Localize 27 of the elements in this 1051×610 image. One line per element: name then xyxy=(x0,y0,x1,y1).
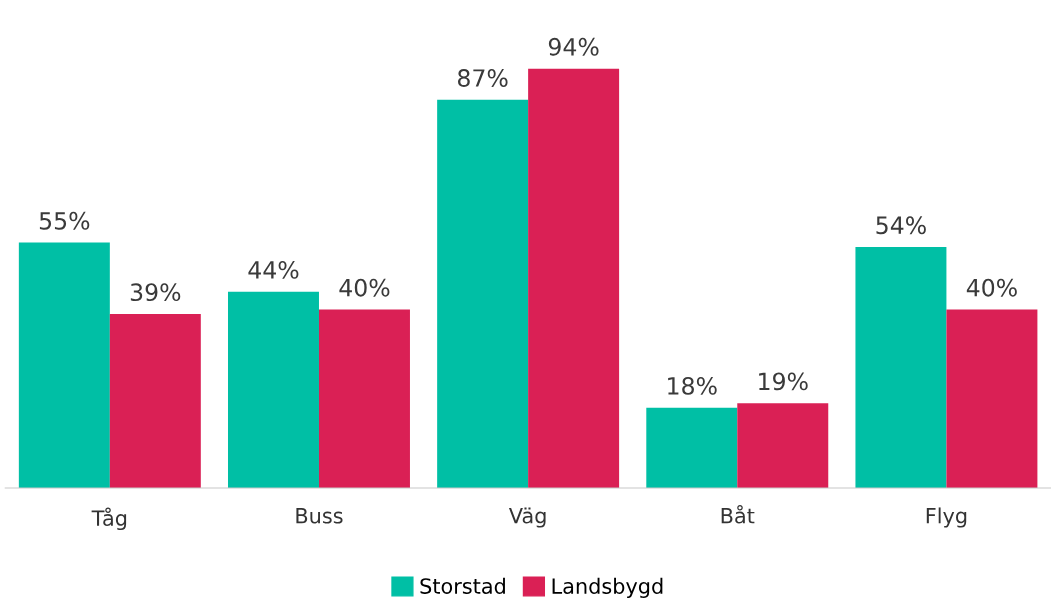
x-tick-label: Buss xyxy=(296,508,343,524)
x-tick-label: Väg xyxy=(508,507,546,528)
data-label: 54% xyxy=(876,216,926,235)
legend-label: Landsbygd xyxy=(552,577,663,598)
bar xyxy=(318,309,410,488)
data-label: 87% xyxy=(458,69,508,87)
bar xyxy=(855,247,947,488)
bar xyxy=(437,99,529,488)
data-label: 94% xyxy=(548,37,599,56)
data-label: 19% xyxy=(759,372,808,391)
bar xyxy=(228,291,319,488)
bar xyxy=(646,407,738,488)
bar xyxy=(109,314,201,488)
data-label: 44% xyxy=(248,260,299,279)
legend-label: Storstad xyxy=(420,577,505,594)
x-tick-label: Båt xyxy=(721,504,755,524)
data-label: 55% xyxy=(39,211,90,230)
bar xyxy=(946,309,1038,488)
data-label: 39% xyxy=(130,283,181,302)
x-tick-label: Flyg xyxy=(926,507,967,528)
data-label: 40% xyxy=(966,278,1017,297)
bar xyxy=(18,242,110,488)
bar xyxy=(737,403,829,488)
data-label: 40% xyxy=(339,278,390,297)
x-tick-label: Tåg xyxy=(91,507,127,531)
bar xyxy=(528,68,620,488)
data-label: 18% xyxy=(668,376,717,395)
